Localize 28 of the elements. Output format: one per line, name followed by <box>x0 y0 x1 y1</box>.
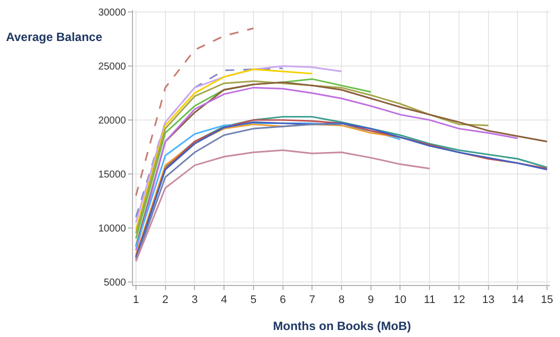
y-tick-label: 30000 <box>98 8 126 19</box>
y-axis-title: Average Balance <box>6 30 103 44</box>
line-series <box>135 149 430 262</box>
line-series <box>135 28 254 196</box>
x-tick-label: 1 <box>132 294 140 306</box>
x-tick-label: 10 <box>394 294 406 306</box>
line-series <box>135 68 313 231</box>
x-tick-label: 4 <box>220 294 228 306</box>
y-tick-label: 20000 <box>98 116 126 126</box>
x-tick-label: 13 <box>482 294 494 306</box>
x-axis-title: Months on Books (MoB) <box>273 319 411 333</box>
x-tick-label: 15 <box>540 294 554 306</box>
x-tick-label: 7 <box>309 294 316 306</box>
x-tick-label: 11 <box>424 294 436 306</box>
x-tick-label: 12 <box>452 294 466 306</box>
line-series <box>135 80 490 234</box>
y-tick-label: 5000 <box>104 277 126 288</box>
x-tick-label: 8 <box>338 294 345 306</box>
y-tick-label: 10000 <box>98 223 126 234</box>
x-tick-label: 5 <box>250 294 256 306</box>
x-tick-label: 6 <box>280 294 286 306</box>
x-tick-label: 14 <box>512 294 524 306</box>
y-tick-label: 25000 <box>98 62 126 73</box>
line-series <box>135 124 342 261</box>
x-tick-label: 9 <box>368 294 374 306</box>
x-tick-label: 3 <box>192 294 198 306</box>
y-tick-label: 15000 <box>98 169 126 180</box>
x-tick-label: 2 <box>162 294 168 306</box>
